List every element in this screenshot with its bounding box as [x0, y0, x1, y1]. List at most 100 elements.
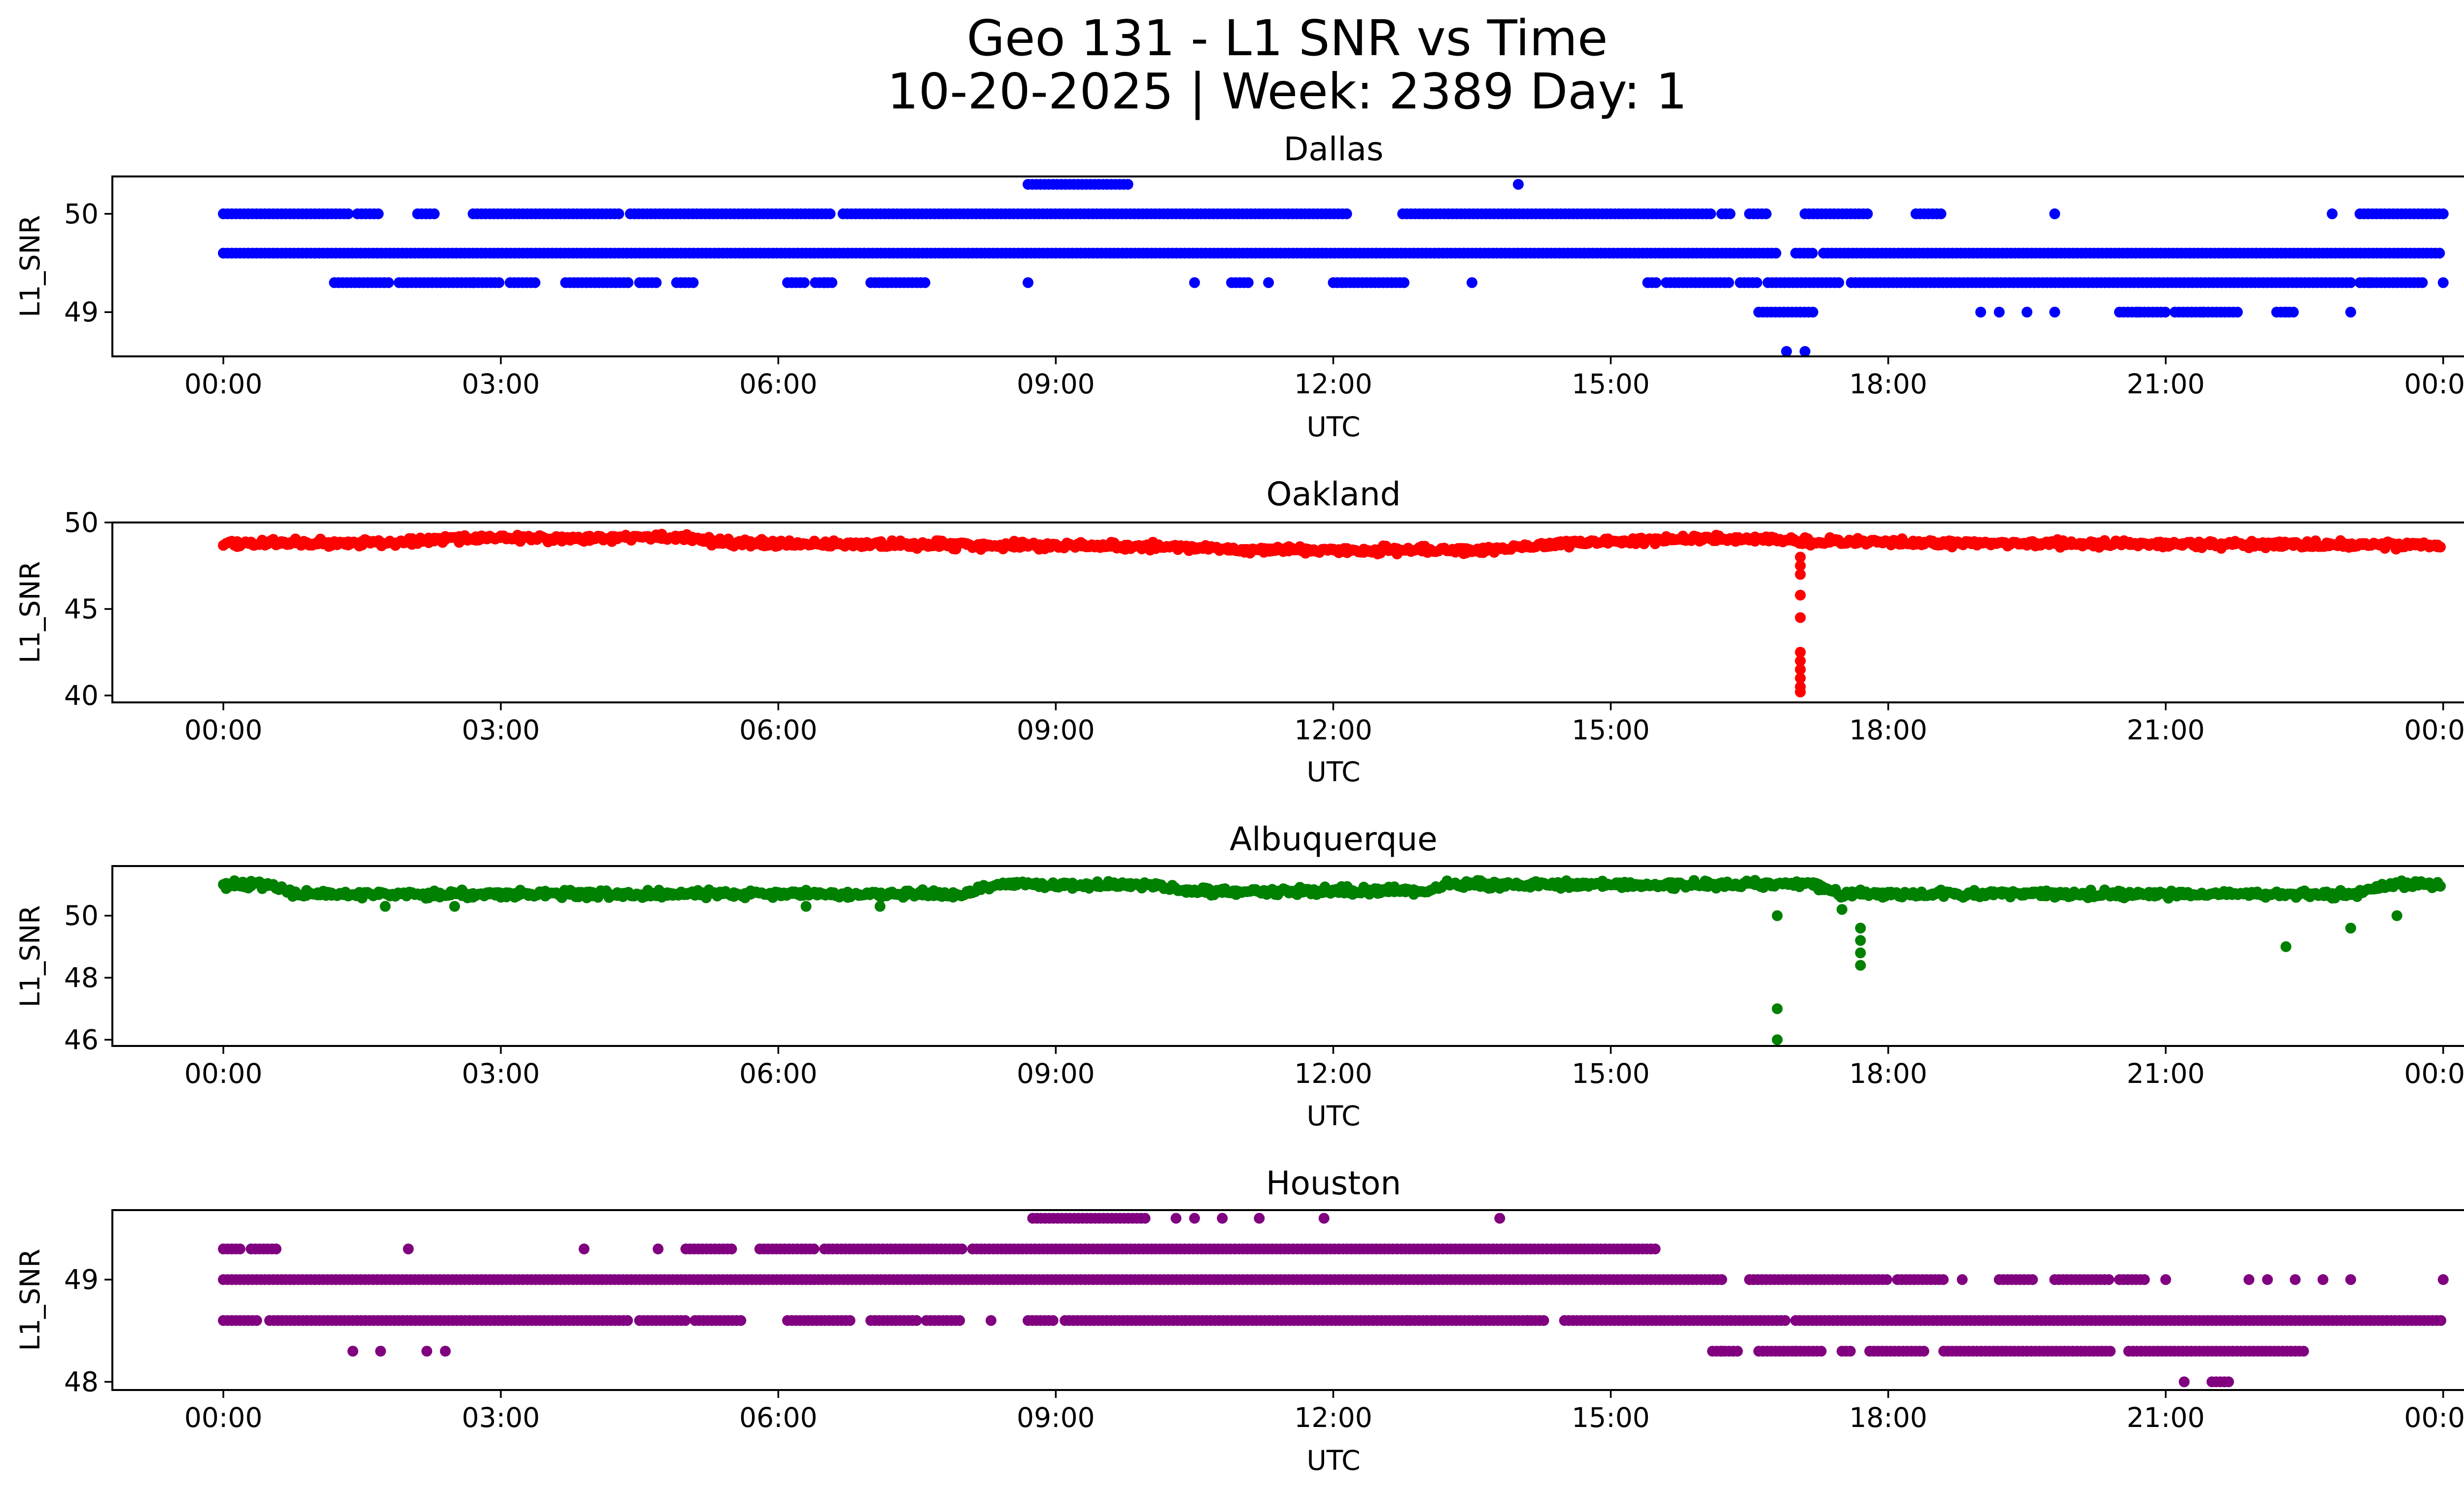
albuquerque-ylabel: L1_SNR: [14, 905, 46, 1007]
houston-point: [1430, 1315, 1440, 1326]
dallas-axes-frame: [111, 175, 2464, 357]
albuquerque-ticks: 00:00 03:00 06:00 09:00 12:00 15:00 18:00 21:00…: [64, 900, 2464, 1089]
dallas-point: [1650, 277, 1662, 288]
albuquerque-point: [379, 901, 391, 912]
houston-point: [2317, 1274, 2328, 1285]
albuquerque-panel: Albuquerque 00:00 03:00 06:00 09:00 12:00 15:…: [14, 820, 2464, 1132]
houston-title: Houston: [1266, 1164, 1401, 1202]
houston-point: [2160, 1274, 2171, 1285]
houston-point: [954, 1315, 965, 1326]
albuquerque-xtick-label: 15:00: [1572, 1058, 1650, 1089]
albuquerque-xtick-label: 03:00: [462, 1058, 540, 1089]
dallas-point: [1781, 346, 1792, 357]
dallas-point: [529, 277, 541, 288]
dallas-point: [622, 277, 634, 288]
houston-point: [2435, 1315, 2447, 1326]
albuquerque-point: [1836, 904, 1848, 915]
houston-point: [622, 1315, 633, 1326]
dallas-point: [824, 208, 836, 219]
dallas-point: [1467, 277, 1477, 288]
oakland-xtick-label: 00:00: [184, 714, 263, 746]
dallas-point: [1023, 277, 1034, 288]
houston-point: [1538, 1315, 1549, 1326]
houston-scatter-points: [218, 1213, 2449, 1388]
dallas-point: [919, 277, 930, 288]
dallas-point: [342, 208, 354, 219]
houston-point: [1402, 1315, 1413, 1326]
dallas-point: [1935, 208, 1947, 219]
houston-point: [911, 1315, 922, 1326]
albuquerque-point: [1772, 1034, 1783, 1045]
houston-point: [403, 1243, 414, 1254]
dallas-point: [1807, 247, 1818, 259]
dallas-point: [1512, 179, 1524, 190]
houston-point: [271, 1243, 282, 1254]
dallas-point: [1189, 277, 1200, 288]
oakland-ylabel: L1_SNR: [14, 561, 46, 663]
albuquerque-title: Albuquerque: [1230, 820, 1437, 858]
houston-point: [1180, 1315, 1191, 1326]
dallas-point: [2327, 208, 2338, 219]
albuquerque-xtick-label: 06:00: [739, 1058, 818, 1089]
dallas-point: [1705, 208, 1716, 219]
houston-panel: Houston 00:00 03:00 06:00 09:00 12:00 15:00 18…: [14, 1164, 2464, 1476]
houston-point: [2345, 1274, 2357, 1285]
houston-point: [1189, 1213, 1200, 1224]
dallas-xtick-label: 09:00: [1017, 368, 1095, 400]
dallas-point: [1724, 208, 1736, 219]
oakland-title: Oakland: [1266, 475, 1401, 513]
oakland-xtick-label: 00:00: [2404, 714, 2464, 746]
albuquerque-point: [1855, 922, 1866, 934]
dallas-xlabel: UTC: [1306, 411, 1360, 443]
dallas-xtick-label: 15:00: [1572, 368, 1650, 400]
oakland-point: [1795, 612, 1806, 623]
oakland-point: [1795, 647, 1806, 658]
oakland-xtick-label: 12:00: [1294, 714, 1372, 746]
houston-point: [680, 1315, 691, 1326]
dallas-point: [2417, 277, 2428, 288]
albuquerque-xtick-label: 12:00: [1294, 1058, 1372, 1089]
oakland-ytick-label: 40: [64, 680, 99, 711]
albuquerque-xlabel: UTC: [1306, 1100, 1360, 1132]
oakland-xtick-label: 15:00: [1572, 714, 1650, 746]
albuquerque-xtick-label: 00:00: [184, 1058, 263, 1089]
houston-point: [2139, 1274, 2150, 1285]
oakland-point: [1795, 569, 1806, 580]
dallas-point: [1723, 277, 1734, 288]
dallas-ylabel: L1_SNR: [14, 215, 46, 317]
dallas-point: [2437, 277, 2449, 288]
oakland-ticks: 00:00 03:00 06:00 09:00 12:00 15:00 18:00 21:00…: [64, 507, 2464, 746]
houston-point: [2027, 1274, 2038, 1285]
houston-point: [2262, 1274, 2273, 1285]
houston-point: [1881, 1274, 1892, 1285]
dallas-point: [2132, 307, 2144, 318]
albuquerque-point: [874, 901, 886, 912]
dallas-point: [468, 277, 479, 288]
dallas-point: [1751, 277, 1763, 288]
dallas-panel: Dallas 00:00 03:00 06:00 09:00 12:00 15:00 18:…: [14, 130, 2464, 443]
oakland-point: [1795, 686, 1806, 697]
dallas-point: [1341, 208, 1352, 219]
dallas-point: [2197, 307, 2208, 318]
dallas-point: [1799, 346, 1811, 357]
houston-point: [1938, 1274, 1949, 1285]
houston-point: [986, 1315, 996, 1326]
albuquerque-point: [449, 901, 460, 912]
houston-point: [1918, 1346, 1929, 1357]
oakland-xtick-label: 18:00: [1849, 714, 1927, 746]
houston-point: [1732, 1346, 1743, 1357]
houston-point: [2437, 1274, 2449, 1285]
dallas-point: [798, 277, 810, 288]
oakland-xlabel: UTC: [1306, 756, 1360, 788]
dallas-point: [2363, 277, 2375, 288]
dallas-xtick-label: 06:00: [739, 368, 818, 400]
houston-point: [844, 1315, 856, 1326]
dallas-point: [2345, 307, 2357, 318]
oakland-point: [1795, 590, 1806, 601]
dallas-point: [2280, 307, 2292, 318]
oakland-xtick-label: 21:00: [2126, 714, 2205, 746]
houston-point: [956, 1243, 967, 1254]
dallas-point: [1760, 208, 1772, 219]
dallas-xtick-label: 21:00: [2126, 368, 2205, 400]
